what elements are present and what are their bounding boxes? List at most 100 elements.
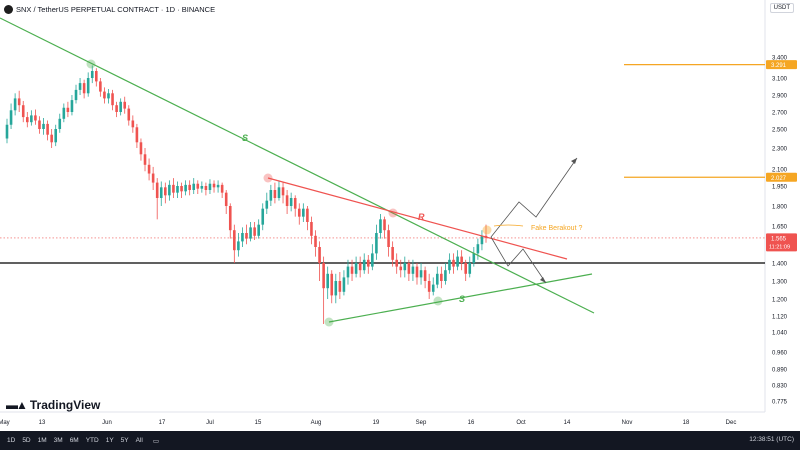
candle[interactable] [431,277,435,296]
candle[interactable] [415,263,419,285]
candle[interactable] [50,129,53,148]
candle[interactable] [151,166,155,190]
candle[interactable] [460,250,463,271]
candle[interactable] [38,116,41,134]
candle[interactable] [330,270,334,304]
candle[interactable] [86,72,90,97]
candle[interactable] [338,272,342,299]
candle[interactable] [172,178,175,198]
candle[interactable] [297,203,301,225]
candle[interactable] [212,180,216,193]
candle[interactable] [310,216,313,245]
currency-button[interactable]: USDT [769,3,794,13]
calendar-range-icon[interactable]: ▭ [152,437,160,445]
candle[interactable] [34,109,37,125]
candle[interactable] [46,120,49,141]
candle[interactable] [452,253,455,274]
candle[interactable] [427,273,431,299]
candle[interactable] [257,219,260,239]
candle[interactable] [371,244,374,271]
timeframe-ytd[interactable]: YTD [85,437,99,444]
candle[interactable] [176,181,179,198]
resistance-trendline[interactable] [267,177,568,260]
candle[interactable] [216,180,220,193]
candle[interactable] [58,113,62,133]
candle[interactable] [5,118,9,144]
candle[interactable] [78,78,82,95]
candle[interactable] [168,180,171,201]
descending-trendline[interactable] [0,17,595,314]
candle[interactable] [90,65,94,84]
candle[interactable] [139,138,143,161]
candle[interactable] [407,259,411,281]
candle[interactable] [456,250,459,271]
candle[interactable] [306,206,309,231]
candle[interactable] [440,266,443,289]
candle[interactable] [159,181,163,206]
candle[interactable] [293,195,297,217]
candle[interactable] [285,190,289,214]
candle[interactable] [9,103,13,130]
candle[interactable] [419,263,423,285]
candle[interactable] [350,259,354,281]
candle[interactable] [265,192,269,214]
candle[interactable] [115,101,118,118]
candle[interactable] [342,270,346,296]
candle[interactable] [119,98,122,116]
candle[interactable] [253,222,256,240]
candle[interactable] [318,241,321,281]
candle[interactable] [237,233,240,257]
candle[interactable] [358,256,362,278]
candle[interactable] [233,224,236,263]
candle[interactable] [42,117,45,135]
candle[interactable] [123,96,127,114]
candle[interactable] [127,105,131,126]
candle[interactable] [334,273,338,304]
candle[interactable] [188,180,191,196]
candle[interactable] [204,182,208,196]
candle[interactable] [289,192,293,212]
candle[interactable] [62,103,66,123]
candle[interactable] [95,68,98,87]
candle[interactable] [196,180,200,194]
timeframe-1y[interactable]: 1Y [105,437,114,444]
timeframe-6m[interactable]: 6M [69,437,79,444]
candle[interactable] [435,266,439,289]
candle[interactable] [184,180,187,196]
candle[interactable] [164,182,167,204]
candle[interactable] [70,95,74,116]
candle[interactable] [17,90,21,112]
candle[interactable] [54,124,58,147]
candle[interactable] [476,238,480,260]
candle[interactable] [30,110,33,126]
candle[interactable] [147,158,151,181]
candle[interactable] [25,112,29,128]
candle[interactable] [66,101,70,118]
ascending-support-line[interactable] [328,273,593,323]
candle[interactable] [379,214,382,239]
candle[interactable] [468,256,472,278]
candle[interactable] [448,253,451,274]
candle[interactable] [366,255,370,274]
candle[interactable] [180,182,183,198]
candle[interactable] [241,227,244,247]
candle[interactable] [281,181,285,204]
candle[interactable] [82,79,86,99]
candle[interactable] [403,256,407,278]
candle[interactable] [472,247,476,267]
utc-clock[interactable]: 12:38:51 (UTC) [749,436,794,443]
candle[interactable] [354,256,358,278]
candle[interactable] [131,115,135,133]
candle[interactable] [314,230,317,257]
candle[interactable] [387,224,390,257]
candle[interactable] [208,179,212,194]
candle[interactable] [135,123,139,148]
candle[interactable] [411,259,415,281]
candle[interactable] [346,259,350,285]
timeframe-1d[interactable]: 1D [7,437,16,444]
candle[interactable] [220,182,224,198]
candle[interactable] [228,203,232,239]
candle[interactable] [13,93,17,116]
candle[interactable] [74,84,78,104]
